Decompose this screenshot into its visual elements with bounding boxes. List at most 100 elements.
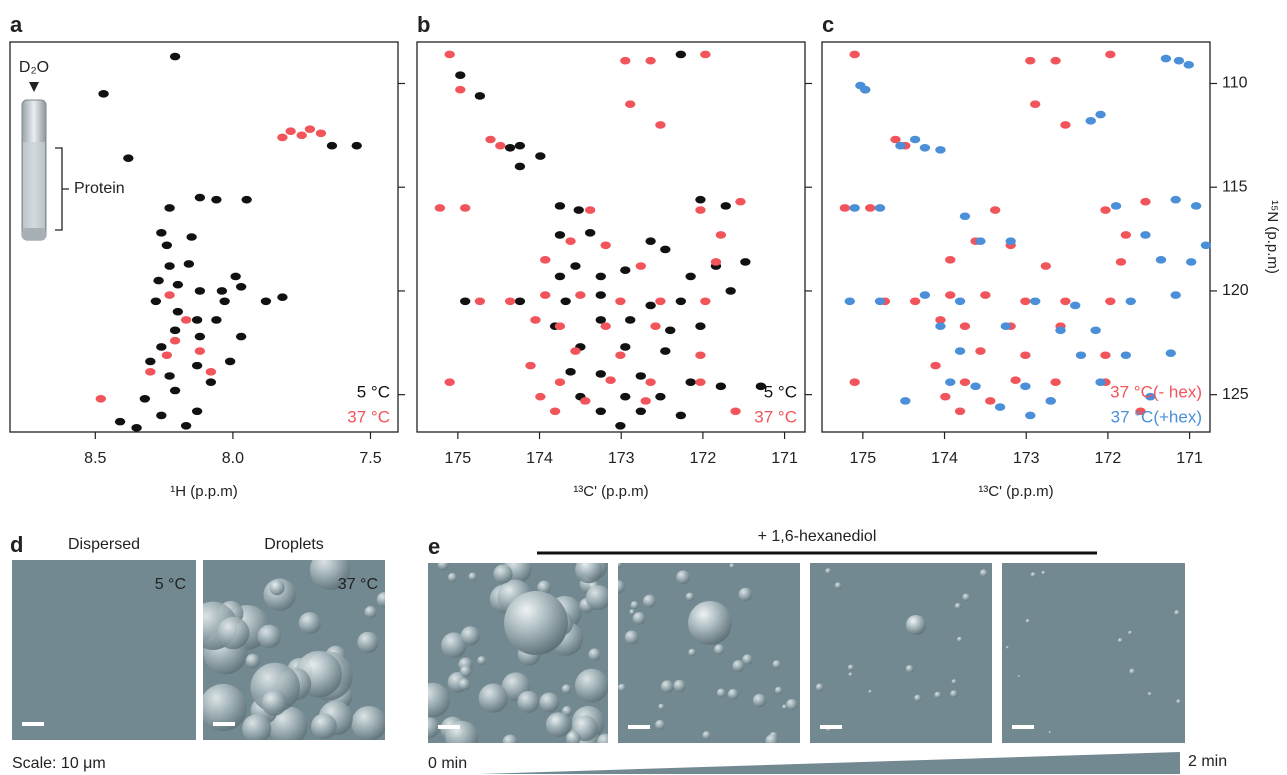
peak [675, 297, 687, 306]
droplet [732, 659, 745, 672]
droplet [688, 648, 696, 657]
peak [1120, 231, 1132, 239]
peak [219, 297, 230, 306]
peak [1200, 241, 1212, 250]
droplet [1176, 699, 1181, 705]
peak [584, 206, 596, 214]
peak [1170, 195, 1181, 204]
peak [635, 407, 647, 416]
peak [164, 372, 175, 380]
droplet [1025, 618, 1031, 624]
droplet [962, 593, 970, 602]
peak [1020, 382, 1031, 391]
droplet [1129, 668, 1136, 675]
scale-bar [820, 725, 842, 729]
x-tick-label: 172 [1095, 450, 1122, 467]
droplet [364, 606, 377, 619]
droplet [575, 563, 603, 584]
peak [434, 204, 446, 212]
micrograph [12, 560, 196, 740]
x-tick-label: 174 [526, 450, 553, 467]
x-tick-label: 175 [444, 450, 471, 467]
peak [959, 378, 971, 387]
peak [620, 266, 631, 274]
droplet [539, 692, 560, 713]
peak [1095, 378, 1106, 387]
peak [495, 141, 506, 150]
droplet [357, 631, 379, 654]
peak [584, 229, 596, 237]
scale-bar [213, 722, 235, 726]
peak [277, 133, 288, 142]
droplet [673, 679, 686, 693]
peak [935, 146, 946, 154]
peak [194, 287, 206, 295]
peak [560, 297, 571, 306]
x-axis-label: ¹³C' (p.p.m) [573, 483, 648, 500]
droplet [618, 683, 626, 692]
peak [191, 316, 203, 324]
peak [645, 378, 656, 387]
droplet [738, 587, 753, 602]
panel-label: a [10, 12, 23, 37]
peak [95, 395, 107, 403]
droplet [676, 570, 690, 585]
peak [945, 291, 956, 299]
droplet [245, 653, 260, 669]
peak [474, 92, 486, 100]
peak [954, 347, 966, 355]
x-tick-label: 172 [690, 450, 717, 467]
x-tick-label: 175 [849, 450, 876, 467]
droplet [537, 580, 551, 595]
peak [975, 347, 986, 355]
peak [935, 322, 946, 331]
time-end: 2 min [1188, 753, 1227, 770]
peak [525, 361, 536, 370]
peak [624, 100, 636, 109]
peak [695, 378, 706, 387]
peak [985, 397, 996, 405]
peak [595, 316, 606, 324]
peak [695, 195, 706, 204]
peak [700, 297, 711, 306]
droplet [1017, 675, 1021, 678]
peak [164, 291, 175, 299]
peak [900, 397, 911, 405]
peak [725, 287, 736, 295]
peak [549, 407, 561, 416]
droplet [545, 712, 571, 738]
droplet [1048, 730, 1052, 734]
peak [514, 141, 526, 150]
droplet [376, 592, 385, 608]
panel-label: b [417, 12, 430, 37]
droplet [848, 672, 853, 677]
peak [554, 231, 566, 239]
micrograph [810, 563, 992, 743]
peak [1183, 61, 1194, 69]
peak [554, 378, 566, 387]
droplet [742, 654, 753, 665]
peak [514, 162, 526, 171]
peak [980, 291, 991, 299]
droplet [934, 691, 942, 699]
droplet [834, 582, 842, 589]
peak [186, 233, 197, 241]
x-tick-label: 8.5 [84, 450, 106, 467]
peak [1100, 206, 1111, 214]
plot-frame [821, 41, 1211, 433]
peak [194, 347, 206, 355]
droplet [847, 664, 854, 671]
tube-cap [22, 228, 46, 240]
peak [675, 50, 687, 59]
scale-note: Scale: 10 μm [12, 755, 106, 772]
peak [1070, 301, 1081, 310]
micrograph [203, 560, 385, 740]
peak [839, 204, 851, 212]
peak [740, 258, 751, 266]
droplet [905, 664, 914, 673]
peak [620, 343, 631, 351]
droplet [950, 690, 958, 698]
peak [635, 262, 647, 270]
peak [161, 241, 173, 250]
droplet [786, 698, 798, 711]
